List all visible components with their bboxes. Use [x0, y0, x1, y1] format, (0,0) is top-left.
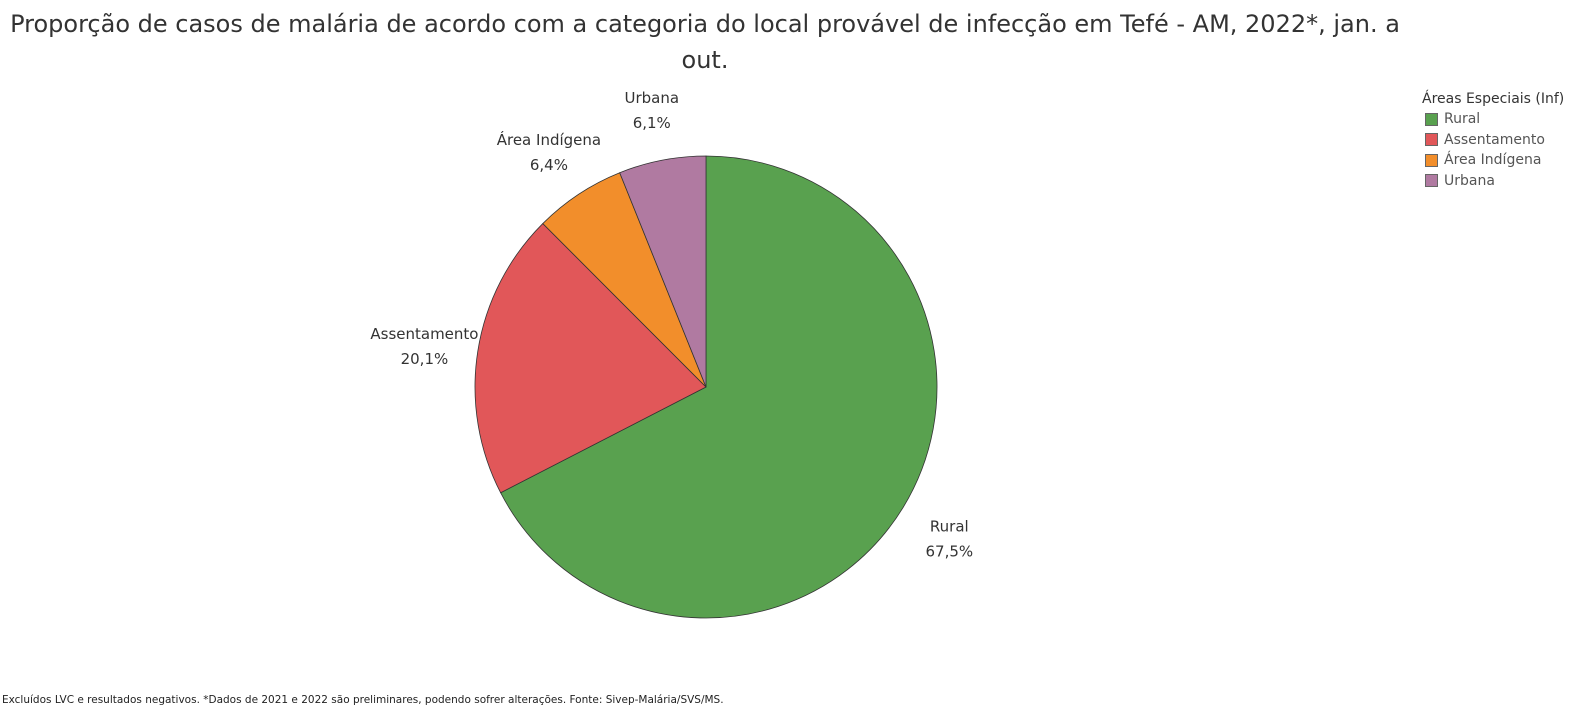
slice-value-label: 67,5% — [925, 542, 973, 560]
legend: Áreas Especiais (Inf) Rural Assentamento… — [1422, 91, 1564, 191]
slice-name-label: Urbana — [624, 89, 679, 107]
legend-item-rural[interactable]: Rural — [1422, 109, 1564, 130]
pie-slice-urbana[interactable] — [619, 155, 707, 388]
slice-name-label: Assentamento — [370, 325, 478, 343]
legend-label: Assentamento — [1444, 131, 1545, 148]
legend-item-area-indigena[interactable]: Área Indígena — [1422, 150, 1564, 171]
legend-swatch — [1425, 174, 1438, 188]
legend-label: Rural — [1444, 111, 1481, 128]
slice-name-label: Área Indígena — [497, 130, 601, 149]
slice-value-label: 20,1% — [401, 350, 449, 368]
chart-title: Proporção de casos de malária de acordo … — [10, 10, 1400, 74]
slice-value-label: 6,1% — [633, 114, 671, 132]
legend-swatch — [1425, 133, 1438, 147]
legend-label: Urbana — [1444, 172, 1495, 189]
legend-swatch — [1425, 112, 1438, 126]
legend-label: Área Indígena — [1444, 152, 1542, 169]
legend-title: Áreas Especiais (Inf) — [1422, 91, 1565, 107]
footnote: Excluídos LVC e resultados negativos. *D… — [2, 694, 724, 706]
pie-slice-rural[interactable] — [500, 155, 938, 619]
pie-slice-assentamento[interactable] — [474, 222, 707, 494]
legend-item-assentamento[interactable]: Assentamento — [1422, 130, 1564, 151]
slice-name-label: Rural — [930, 517, 969, 535]
legend-swatch — [1425, 153, 1438, 167]
slice-value-label: 6,4% — [530, 156, 568, 174]
legend-item-urbana[interactable]: Urbana — [1422, 171, 1564, 192]
